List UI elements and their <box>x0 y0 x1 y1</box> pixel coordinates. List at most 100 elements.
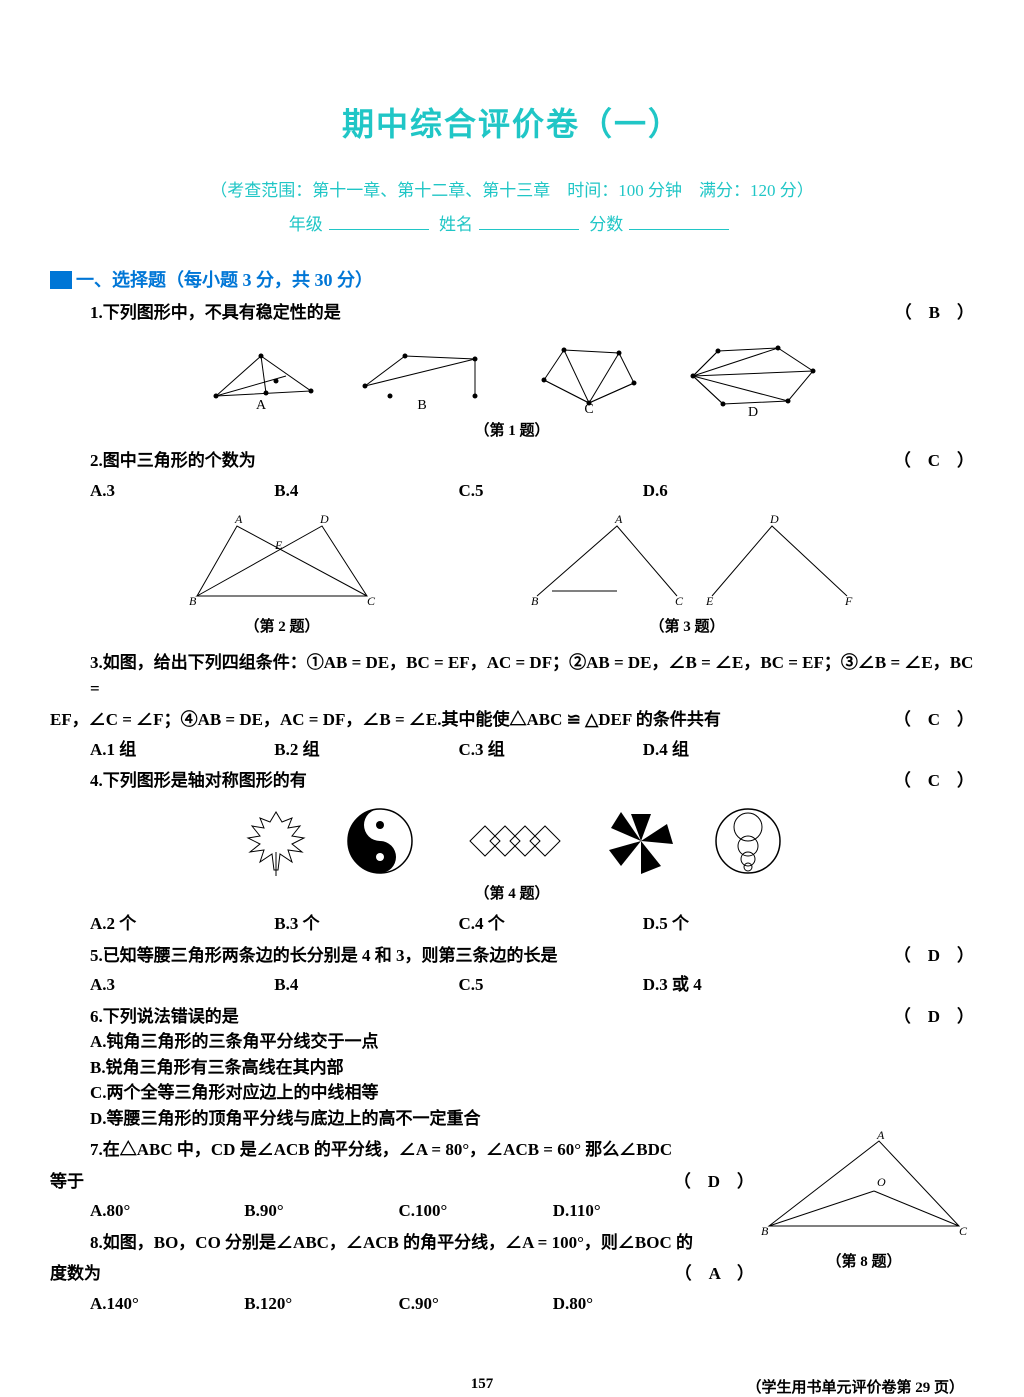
page-footer: 157 （学生用书单元评价卷第 29 页） <box>0 1356 1024 1397</box>
question-3: 3.如图，给出下列四组条件：①AB = DE，BC = EF，AC = DF；②… <box>90 650 974 701</box>
q7-line2: 等于 <box>50 1172 84 1191</box>
section1-text: 、选择题（每小题 3 分，共 30 分） <box>94 270 373 290</box>
q7-opt-d: D.110° <box>553 1198 703 1224</box>
q8-options: A.140° B.120° C.90° D.80° <box>90 1291 754 1317</box>
q7-opt-c: C.100° <box>399 1198 549 1224</box>
q1-fig-c: C <box>524 338 654 413</box>
section1-prefix: 一 <box>76 270 94 290</box>
q8-figure: A B C O <box>759 1131 969 1241</box>
svg-text:A: A <box>614 512 623 526</box>
q1-opt-b-label: B <box>417 398 426 411</box>
q2-caption: （第 2 题） <box>167 616 397 639</box>
question-2: 2.图中三角形的个数为 （ C ） A.3 B.4 C.5 D.6 <box>90 448 974 503</box>
q2-text: 2.图中三角形的个数为 <box>90 451 256 470</box>
question-3b: EF，∠C = ∠F；④AB = DE，AC = DF，∠B = ∠E.其中能使… <box>50 707 974 733</box>
q1-fig-d: D <box>678 336 828 416</box>
q6-opt-d: D.等腰三角形的顶角平分线与底边上的高不一定重合 <box>90 1106 974 1132</box>
svg-text:O: O <box>877 1175 886 1189</box>
q6-opt-a: A.钝角三角形的三条角平分线交于一点 <box>90 1029 974 1055</box>
q4-text: 4.下列图形是轴对称图形的有 <box>90 771 307 790</box>
name-label: 姓名 <box>439 215 473 234</box>
q4-diamonds-icon <box>445 804 575 879</box>
q6-opt-c: C.两个全等三角形对应边上的中线相等 <box>90 1080 974 1106</box>
q8-caption: （第 8 题） <box>754 1251 974 1274</box>
svg-text:B: B <box>761 1224 769 1238</box>
q1-text: 1.下列图形中，不具有稳定性的是 <box>90 303 341 322</box>
q3-caption: （第 3 题） <box>517 616 857 639</box>
q4-opt-c: C.4 个 <box>459 911 639 937</box>
q3-answer: （ C ） <box>894 707 974 733</box>
footer-note: （学生用书单元评价卷第 29 页） <box>704 1376 964 1397</box>
q4-options: A.2 个 B.3 个 C.4 个 D.5 个 <box>90 911 974 937</box>
page-number: 157 <box>260 1376 704 1397</box>
question-8b: 度数为 （ A ） <box>50 1261 754 1287</box>
q3-figure: A B C D E F <box>517 511 857 606</box>
q5-text: 5.已知等腰三角形两条边的长分别是 4 和 3，则第三条边的长是 <box>90 946 558 965</box>
q2-opt-d: D.6 <box>643 478 823 504</box>
question-6: 6.下列说法错误的是 （ D ） A.钝角三角形的三条角平分线交于一点 B.锐角… <box>90 1004 974 1132</box>
question-4: 4.下列图形是轴对称图形的有 （ C ） <box>90 768 974 794</box>
q3-line2: EF，∠C = ∠F；④AB = DE，AC = DF，∠B = ∠E.其中能使… <box>50 710 721 729</box>
q1-opt-c-label: C <box>584 402 593 413</box>
grade-label: 年级 <box>289 215 323 234</box>
score-label: 分数 <box>589 215 623 234</box>
student-blanks: 年级 姓名 分数 <box>50 212 974 238</box>
q8-answer: （ A ） <box>675 1261 754 1287</box>
q8-figure-col: A B C O （第 8 题） <box>754 1131 974 1316</box>
q7-opt-a: A.80° <box>90 1198 240 1224</box>
q7-line1: 7.在△ABC 中，CD 是∠ACB 的平分线，∠A = 80°，∠ACB = … <box>90 1140 672 1159</box>
q1-fig-b: B <box>350 341 500 411</box>
q1-caption: （第 1 题） <box>50 420 974 443</box>
score-blank <box>629 229 729 230</box>
grade-blank <box>329 229 429 230</box>
svg-text:B: B <box>531 594 539 606</box>
q5-opt-c: C.5 <box>459 972 639 998</box>
svg-text:C: C <box>675 594 684 606</box>
page-title: 期中综合评价卷（一） <box>50 100 974 148</box>
q3-options: A.1 组 B.2 组 C.3 组 D.4 组 <box>90 737 974 763</box>
q6-answer: （ D ） <box>894 1004 974 1030</box>
q2-opt-a: A.3 <box>90 478 270 504</box>
q2-opt-c: C.5 <box>459 478 639 504</box>
q5-opt-b: B.4 <box>274 972 454 998</box>
q3-opt-c: C.3 组 <box>459 737 639 763</box>
section1-header: 一、选择题（每小题 3 分，共 30 分） <box>50 267 974 294</box>
q4-caption: （第 4 题） <box>50 883 974 906</box>
q4-circles-icon <box>708 804 788 879</box>
q3-opt-b: B.2 组 <box>274 737 454 763</box>
q4-leaf-icon <box>236 804 316 879</box>
q8-opt-a: A.140° <box>90 1291 240 1317</box>
q7-q8-block: 7.在△ABC 中，CD 是∠ACB 的平分线，∠A = 80°，∠ACB = … <box>50 1131 974 1316</box>
q5-opt-d: D.3 或 4 <box>643 972 823 998</box>
q8-line1: 8.如图，BO，CO 分别是∠ABC，∠ACB 的角平分线，∠A = 100°，… <box>90 1233 693 1252</box>
q1-opt-a-label: A <box>256 398 267 411</box>
q8-opt-d: D.80° <box>553 1291 703 1317</box>
q6-opt-b: B.锐角三角形有三条高线在其内部 <box>90 1055 974 1081</box>
question-5: 5.已知等腰三角形两条边的长分别是 4 和 3，则第三条边的长是 （ D ） A… <box>90 943 974 998</box>
q4-yinyang-icon <box>340 804 420 879</box>
q7-opt-b: B.90° <box>244 1198 394 1224</box>
exam-scope: （考查范围：第十一章、第十二章、第十三章 时间：100 分钟 满分：120 分） <box>50 178 974 204</box>
q2-answer: （ C ） <box>894 448 974 474</box>
q7-answer: （ D ） <box>674 1169 754 1195</box>
q5-options: A.3 B.4 C.5 D.3 或 4 <box>90 972 974 998</box>
q4-figures <box>50 804 974 879</box>
q1-fig-a: A <box>196 341 326 411</box>
question-7b: 等于 （ D ） <box>50 1169 754 1195</box>
q8-opt-c: C.90° <box>399 1291 549 1317</box>
q1-figures: A B C <box>50 336 974 416</box>
q2-opt-b: B.4 <box>274 478 454 504</box>
question-8: 8.如图，BO，CO 分别是∠ABC，∠ACB 的角平分线，∠A = 100°，… <box>90 1230 754 1256</box>
q4-answer: （ C ） <box>894 768 974 794</box>
section-bar-icon <box>50 271 72 289</box>
question-7: 7.在△ABC 中，CD 是∠ACB 的平分线，∠A = 80°，∠ACB = … <box>90 1137 754 1163</box>
q8-line2: 度数为 <box>50 1264 101 1283</box>
q7-options: A.80° B.90° C.100° D.110° <box>90 1198 754 1224</box>
q2-figure: A D B C E <box>167 511 397 606</box>
q4-opt-d: D.5 个 <box>643 911 823 937</box>
q8-opt-b: B.120° <box>244 1291 394 1317</box>
svg-text:C: C <box>367 594 376 606</box>
q4-opt-a: A.2 个 <box>90 911 270 937</box>
exam-page: 期中综合评价卷（一） （考查范围：第十一章、第十二章、第十三章 时间：100 分… <box>0 0 1024 1356</box>
q3-opt-a: A.1 组 <box>90 737 270 763</box>
